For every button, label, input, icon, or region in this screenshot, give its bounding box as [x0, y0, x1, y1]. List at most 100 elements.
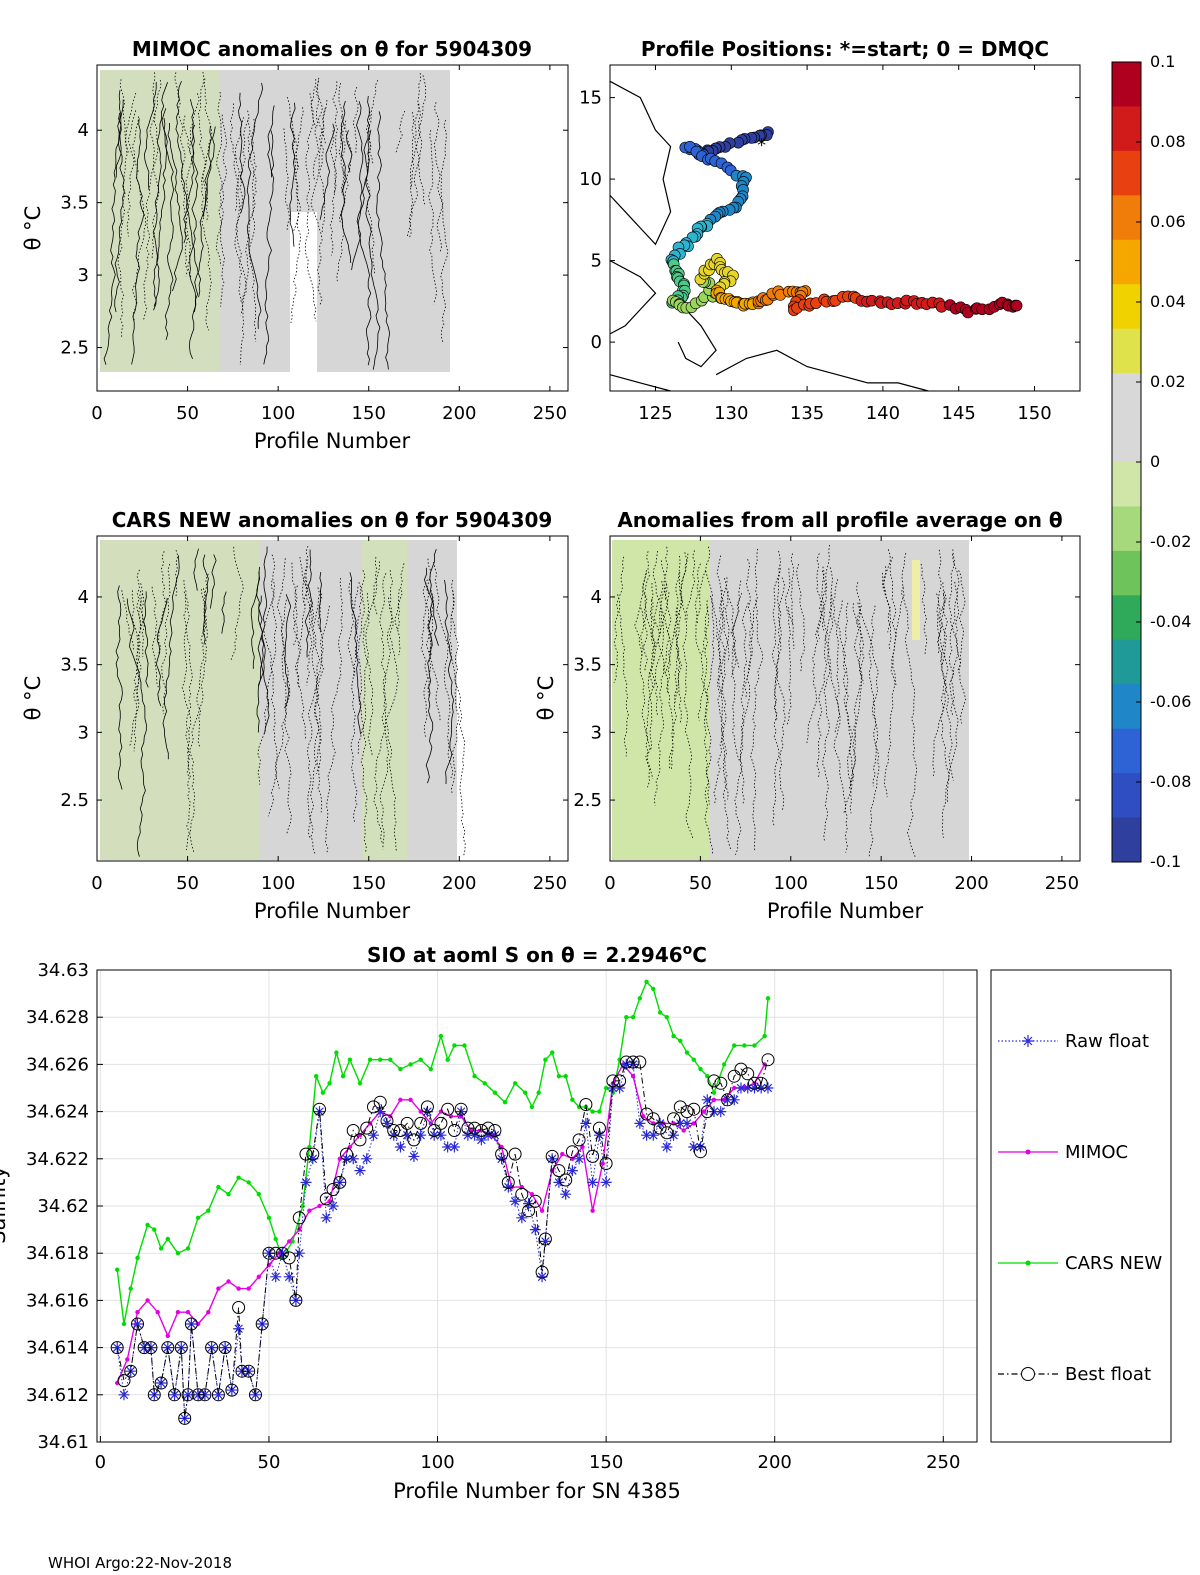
raw-float-point	[620, 1058, 632, 1070]
best-float-point	[613, 1074, 627, 1088]
y-tick-label: 34.622	[26, 1149, 89, 1170]
colorbar-band	[1112, 373, 1141, 419]
salinity-ticks: 0 50 100 150 200 250 34.61 34.612 34.614 34.616 34…	[26, 960, 960, 1473]
mimoc-point	[165, 1333, 170, 1339]
mimoc-title: MIMOC anomalies on θ for 5904309	[132, 37, 532, 61]
best-float-point	[626, 1055, 640, 1069]
x-tick-label: 0	[604, 873, 615, 894]
best-float-point	[488, 1124, 502, 1137]
x-tick-label: 100	[261, 873, 295, 894]
salinity-title: SIO at aoml S on θ = 2.2946oC	[367, 942, 707, 967]
y-tick-label: 5	[591, 251, 602, 272]
best-float-point	[441, 1102, 455, 1116]
best-float-point	[545, 1149, 559, 1163]
best-float-point	[131, 1317, 144, 1331]
raw-float-point	[388, 1129, 400, 1141]
anomaly-contour	[247, 119, 257, 342]
raw-float-point	[131, 1318, 143, 1330]
raw-float-point	[701, 1094, 713, 1106]
anomaly-contour	[256, 571, 265, 686]
x-tick-label: 250	[926, 1452, 960, 1473]
anomaly-contour	[174, 72, 188, 277]
cars-new-point	[657, 1010, 663, 1015]
y-tick-label: 4	[78, 120, 89, 141]
cars-new-point	[536, 1090, 541, 1095]
y-tick-label: 3	[78, 265, 89, 286]
best-float-point	[660, 1126, 674, 1140]
anomaly-contour	[651, 598, 656, 648]
raw-float-point	[708, 1106, 720, 1118]
coastline	[609, 374, 671, 392]
mimoc-point	[539, 1208, 545, 1213]
best-float-point	[447, 1124, 461, 1137]
mimoc-point	[256, 1274, 261, 1280]
best-float-point	[535, 1265, 549, 1279]
y-tick-label: 34.612	[26, 1385, 89, 1406]
best-float-point	[117, 1374, 131, 1388]
panel-mimoc: MIMOC anomalies on θ for 5904309 0 50 100 1…	[21, 37, 569, 453]
raw-float-point	[546, 1153, 558, 1165]
best-float-point	[360, 1121, 374, 1135]
anomaly-contour	[663, 583, 675, 770]
anomaly-contour	[103, 112, 122, 365]
mimoc-point	[246, 1286, 251, 1291]
mimoc-point	[145, 1298, 150, 1303]
anomaly-contour	[892, 553, 907, 686]
start-marker: *	[757, 135, 766, 156]
best-float-point	[319, 1192, 333, 1206]
colorbar-band	[1112, 728, 1141, 774]
colorbar-band	[1112, 462, 1141, 507]
best-float-point	[586, 1149, 600, 1163]
x-tick-label: 100	[420, 1452, 454, 1473]
cars-new-point	[216, 1184, 221, 1190]
best-float-point	[619, 1055, 633, 1069]
anomaly-contour	[705, 570, 724, 806]
colorbar-band	[1112, 773, 1141, 819]
anomaly-contour	[317, 77, 326, 144]
cars-new-point	[115, 1267, 120, 1272]
anomaly-contour	[842, 602, 854, 790]
anomaly-contour	[663, 592, 672, 695]
map-profile-points: *	[665, 126, 1023, 319]
raw-float-point	[270, 1271, 282, 1283]
anomaly-contour	[149, 72, 160, 259]
best-float-point	[205, 1341, 219, 1355]
x-tick-label: 50	[176, 403, 199, 424]
map-coastline	[609, 80, 929, 392]
anomaly-contour	[851, 602, 863, 783]
anomaly-contour	[634, 607, 651, 788]
best-float-point	[232, 1301, 246, 1314]
y-tick-label: 34.618	[26, 1243, 89, 1264]
best-float-point	[262, 1246, 276, 1260]
cars-new-point	[236, 1175, 241, 1180]
x-tick-label: 200	[442, 873, 476, 894]
anomaly-contour	[937, 582, 954, 781]
anomaly-contour	[385, 570, 399, 853]
mimoc-point	[681, 1128, 686, 1133]
anomaly-contour	[183, 580, 193, 851]
anomaly-contour	[310, 107, 326, 307]
anomaly-contour	[202, 554, 209, 645]
anomaly-contour	[719, 577, 729, 800]
cars-new-point	[266, 1215, 272, 1221]
y-tick-label: 15	[579, 88, 602, 109]
mimoc-point	[418, 1109, 423, 1114]
raw-float-point	[516, 1212, 528, 1224]
cars-new-point	[246, 1180, 251, 1185]
anomaly-contour	[724, 577, 740, 669]
cars-new-point	[347, 1057, 353, 1062]
y-tick-label: 34.628	[26, 1007, 89, 1028]
anomaly-contour	[284, 594, 292, 709]
panel-salinity: SIO at aoml S on θ = 2.2946oC 0 50 100 150 2…	[0, 942, 1172, 1503]
best-float-point	[667, 1112, 681, 1126]
cars-new-point	[195, 1215, 201, 1221]
raw-float-point	[341, 1153, 353, 1165]
anomaly-contour	[161, 563, 171, 715]
x-tick-label: 150	[352, 873, 386, 894]
raw-float-point	[509, 1195, 521, 1207]
best-float-point	[741, 1067, 755, 1081]
cars-new-point	[256, 1192, 261, 1197]
anomaly-contour	[428, 130, 438, 305]
x-tick-label: 200	[758, 1452, 792, 1473]
